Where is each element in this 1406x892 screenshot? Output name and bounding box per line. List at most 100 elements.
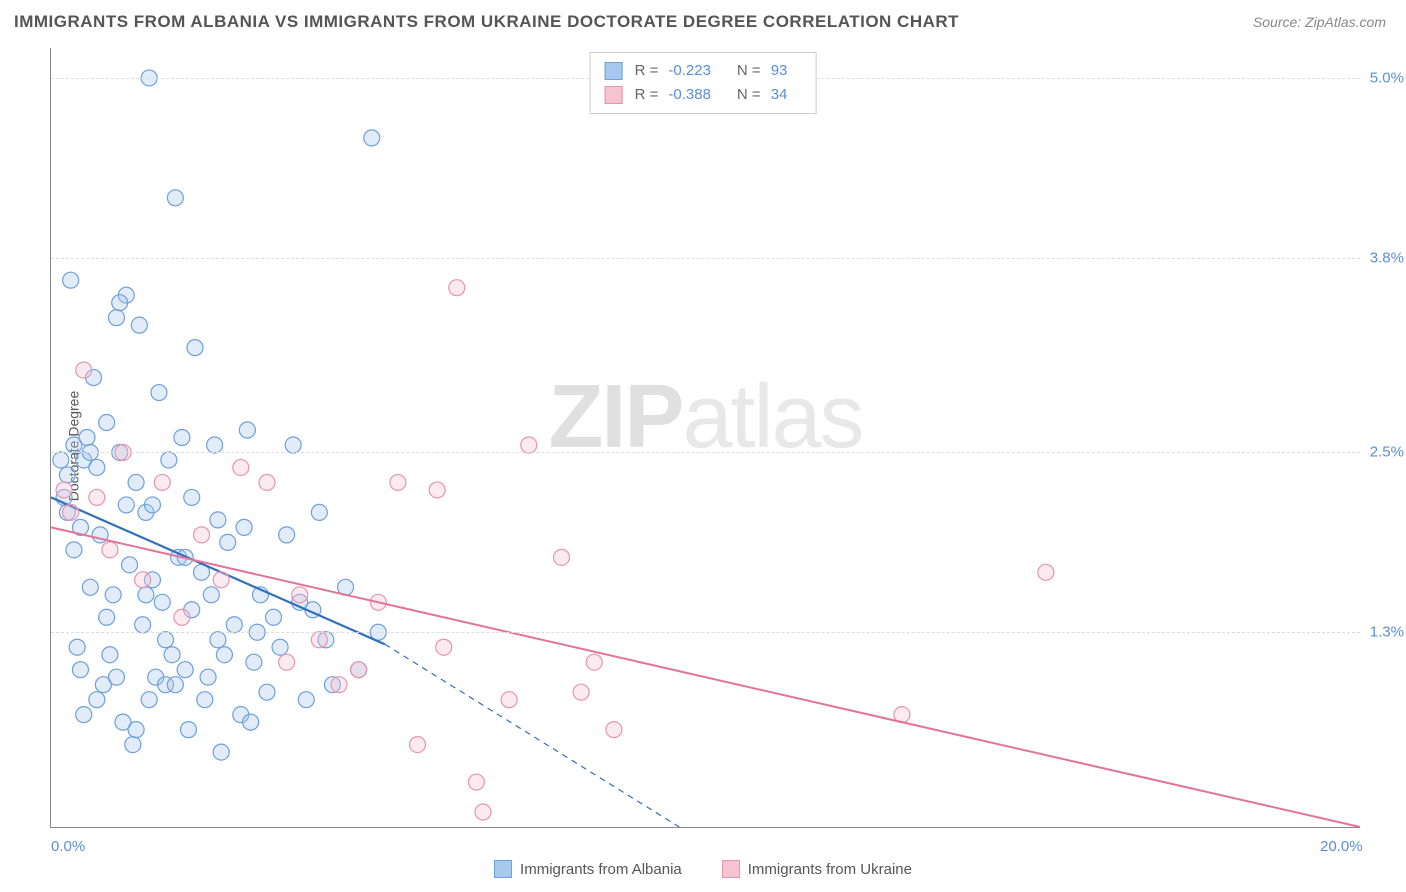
data-point — [210, 512, 226, 528]
data-point — [364, 130, 380, 146]
data-point — [177, 662, 193, 678]
data-point — [89, 489, 105, 505]
data-point — [210, 632, 226, 648]
data-point — [167, 677, 183, 693]
legend-label-ukraine: Immigrants from Ukraine — [748, 861, 912, 878]
data-point — [501, 692, 517, 708]
data-point — [200, 669, 216, 685]
data-point — [82, 579, 98, 595]
data-point — [69, 639, 85, 655]
y-tick-label: 3.8% — [1370, 249, 1404, 266]
data-point — [174, 430, 190, 446]
y-tick-label: 2.5% — [1370, 444, 1404, 461]
trend-line — [51, 527, 1360, 827]
data-point — [279, 654, 295, 670]
swatch-albania — [605, 62, 623, 80]
data-point — [108, 310, 124, 326]
data-point — [468, 774, 484, 790]
data-point — [174, 609, 190, 625]
data-point — [138, 587, 154, 603]
data-point — [79, 430, 95, 446]
data-point — [213, 572, 229, 588]
x-tick-label: 20.0% — [1320, 838, 1363, 855]
data-point — [266, 609, 282, 625]
data-point — [141, 692, 157, 708]
data-point — [167, 190, 183, 206]
data-point — [66, 542, 82, 558]
legend-stats-row-ukraine: R =-0.388 N =34 — [605, 83, 802, 107]
data-point — [128, 722, 144, 738]
data-point — [298, 692, 314, 708]
data-point — [436, 639, 452, 655]
data-point — [246, 654, 262, 670]
grid-line — [51, 258, 1360, 259]
y-tick-label: 5.0% — [1370, 69, 1404, 86]
data-point — [331, 677, 347, 693]
swatch-albania-icon — [494, 860, 512, 878]
data-point — [203, 587, 219, 603]
data-point — [118, 497, 134, 513]
data-point — [554, 549, 570, 565]
swatch-ukraine-icon — [722, 860, 740, 878]
data-point — [105, 587, 121, 603]
data-point — [72, 662, 88, 678]
data-point — [606, 722, 622, 738]
data-point — [243, 714, 259, 730]
data-point — [1038, 564, 1054, 580]
data-point — [259, 474, 275, 490]
grid-line — [51, 452, 1360, 453]
legend-item-albania: Immigrants from Albania — [494, 860, 682, 878]
data-point — [135, 617, 151, 633]
data-point — [226, 617, 242, 633]
data-point — [194, 527, 210, 543]
data-point — [63, 504, 79, 520]
data-point — [187, 340, 203, 356]
data-point — [89, 459, 105, 475]
data-point — [59, 467, 75, 483]
legend-series: Immigrants from Albania Immigrants from … — [494, 860, 912, 878]
data-point — [272, 639, 288, 655]
chart-svg — [51, 48, 1360, 827]
data-point — [125, 737, 141, 753]
data-point — [233, 459, 249, 475]
data-point — [180, 722, 196, 738]
data-point — [390, 474, 406, 490]
data-point — [573, 684, 589, 700]
chart-title: IMMIGRANTS FROM ALBANIA VS IMMIGRANTS FR… — [14, 12, 959, 32]
trend-line-dashed — [385, 644, 680, 827]
data-point — [131, 317, 147, 333]
data-point — [521, 437, 537, 453]
data-point — [292, 587, 308, 603]
source-attribution: Source: ZipAtlas.com — [1253, 14, 1386, 30]
data-point — [236, 519, 252, 535]
data-point — [213, 744, 229, 760]
data-point — [207, 437, 223, 453]
swatch-ukraine — [605, 86, 623, 104]
data-point — [154, 594, 170, 610]
data-point — [108, 669, 124, 685]
data-point — [135, 572, 151, 588]
data-point — [63, 272, 79, 288]
grid-line — [51, 632, 1360, 633]
plot-area: ZIPatlas 1.3%2.5%3.8%5.0%0.0%20.0% — [50, 48, 1360, 828]
data-point — [429, 482, 445, 498]
legend-stats-row-albania: R =-0.223 N =93 — [605, 59, 802, 83]
data-point — [99, 415, 115, 431]
data-point — [53, 452, 69, 468]
data-point — [102, 542, 118, 558]
data-point — [216, 647, 232, 663]
data-point — [76, 707, 92, 723]
data-point — [410, 737, 426, 753]
data-point — [285, 437, 301, 453]
legend-item-ukraine: Immigrants from Ukraine — [722, 860, 912, 878]
data-point — [128, 474, 144, 490]
data-point — [239, 422, 255, 438]
data-point — [151, 385, 167, 401]
data-point — [449, 280, 465, 296]
data-point — [475, 804, 491, 820]
data-point — [161, 452, 177, 468]
legend-label-albania: Immigrants from Albania — [520, 861, 682, 878]
data-point — [158, 632, 174, 648]
legend-stats: R =-0.223 N =93 R =-0.388 N =34 — [590, 52, 817, 114]
y-tick-label: 1.3% — [1370, 624, 1404, 641]
